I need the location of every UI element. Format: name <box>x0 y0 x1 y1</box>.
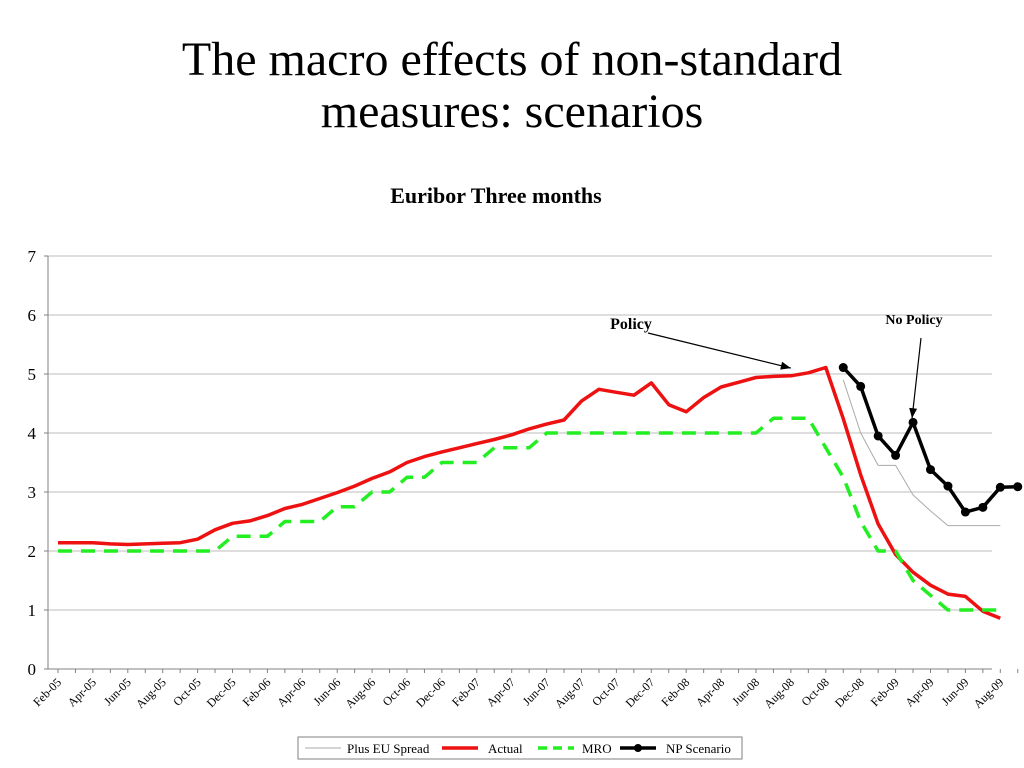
y-tick-label: 6 <box>28 306 37 325</box>
x-tick-label: Feb-08 <box>658 675 692 709</box>
series-marker-np-scenario <box>995 482 1005 492</box>
legend-marker-np-scenario <box>634 744 642 752</box>
annotation-no-policy-arrow <box>911 337 922 419</box>
x-tick-label: Aug-06 <box>342 675 378 711</box>
legend-box <box>297 736 743 760</box>
x-tick-label: Jun-09 <box>939 675 972 708</box>
x-tick-label: Aug-05 <box>133 675 169 711</box>
series-line-mro <box>58 416 1001 612</box>
slide-title-line-1: The macro effects of non-standard <box>181 33 843 86</box>
annotation-no-policy-arrowhead <box>909 407 918 419</box>
x-tick-label: Apr-06 <box>274 675 308 709</box>
series-marker-np-scenario <box>856 381 866 391</box>
series-line-plus-eu-spread <box>842 379 1001 527</box>
y-tick-label: 7 <box>28 247 37 266</box>
slide-title-line-2: measures: scenarios <box>320 85 704 138</box>
x-tick-label: Dec-05 <box>204 675 239 710</box>
x-tick-label: Apr-08 <box>693 675 727 709</box>
series-line-np-scenario <box>842 366 1018 514</box>
annotation-policy: Policy <box>610 316 652 333</box>
x-tick-label: Aug-07 <box>552 675 588 711</box>
x-tick-label: Jun-08 <box>729 675 762 708</box>
x-tick-label: Feb-05 <box>30 675 64 709</box>
chart-title: Euribor Three months <box>390 183 602 208</box>
annotation-policy-arrowhead <box>780 361 791 370</box>
annotation-no-policy: No Policy <box>885 313 942 328</box>
series-marker-np-scenario <box>838 363 848 373</box>
series-line-actual <box>58 365 1001 620</box>
y-tick-label: 4 <box>28 424 37 443</box>
legend-label-actual: Actual <box>488 741 523 756</box>
series-marker-np-scenario <box>978 502 988 512</box>
legend-label-np-scenario: NP Scenario <box>666 741 731 756</box>
x-tick-label: Jun-05 <box>101 675 134 708</box>
x-tick-label: Feb-06 <box>240 675 274 709</box>
annotations: Policy No Policy <box>610 313 943 419</box>
series-marker-np-scenario <box>891 450 901 460</box>
series-marker-np-scenario <box>926 465 935 475</box>
y-tick-label: 1 <box>28 601 37 620</box>
x-tick-label: Feb-07 <box>449 675 483 709</box>
annotation-policy-arrow <box>647 332 792 369</box>
x-tick-label: Oct-07 <box>589 675 622 708</box>
x-tick-label: Apr-07 <box>484 675 518 709</box>
x-tick-label: Oct-08 <box>798 675 831 708</box>
series-lines <box>58 363 1023 620</box>
x-tick-label: Jun-06 <box>310 675 343 708</box>
y-tick-label: 3 <box>28 483 37 502</box>
legend-label-mro: MRO <box>582 741 612 756</box>
x-tick-label: Apr-05 <box>65 675 99 709</box>
series-marker-np-scenario <box>873 431 883 441</box>
x-tick-label: Oct-06 <box>380 675 413 708</box>
gridlines <box>48 255 992 611</box>
x-tick-label: Aug-09 <box>971 675 1007 711</box>
series-marker-np-scenario <box>1013 482 1023 492</box>
y-tick-label: 0 <box>28 660 37 679</box>
legend-label-plus-eu-spread: Plus EU Spread <box>347 741 430 756</box>
y-tick-label: 5 <box>28 365 37 384</box>
y-tick-label: 2 <box>28 542 37 561</box>
slide-title: The macro effects of non-standard measur… <box>0 34 1024 138</box>
x-tick-label: Jun-07 <box>520 675 553 708</box>
x-tick-label: Oct-05 <box>170 675 203 708</box>
x-tick-label: Dec-06 <box>413 675 448 710</box>
x-tick-label: Dec-08 <box>832 675 867 710</box>
legend: Plus EU Spread Actual MRO NP Scenario <box>297 736 743 760</box>
series-marker-np-scenario <box>908 417 918 427</box>
x-tick-label: Feb-09 <box>868 675 902 709</box>
x-tick-label: Dec-07 <box>623 675 658 710</box>
x-tick-label: Apr-09 <box>902 675 936 709</box>
series-marker-np-scenario <box>960 507 970 517</box>
series-marker-np-scenario <box>943 481 953 491</box>
x-tick-label: Aug-08 <box>761 675 797 711</box>
